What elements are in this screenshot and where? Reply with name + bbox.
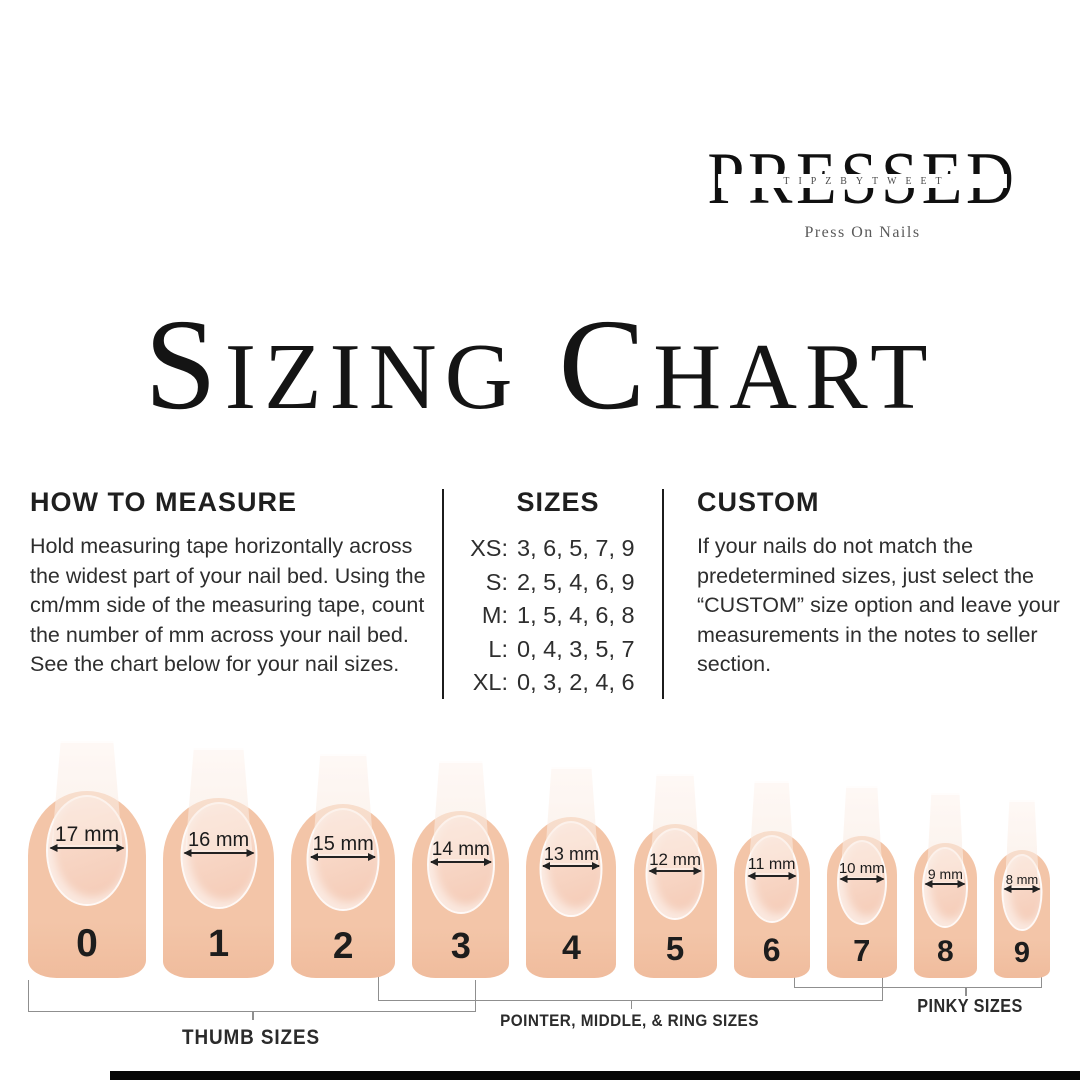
nail-illustration: 17 mm 0 (28, 741, 146, 978)
nail-illustration: 15 mm 2 (291, 754, 396, 978)
width-arrow-icon (648, 866, 702, 875)
nail-illustration: 14 mm 3 (412, 761, 510, 978)
nail-number: 1 (208, 923, 230, 965)
title-word2-lead: C (558, 293, 654, 437)
nail-width-measure: 8 mm (1003, 872, 1041, 893)
brand-tagline: Press On Nails (804, 224, 921, 241)
nail-mm-label: 17 mm (54, 823, 120, 846)
nail-illustration: 16 mm 1 (163, 748, 275, 978)
nail-width-measure: 13 mm (542, 844, 601, 870)
custom-heading: CUSTOM (697, 487, 820, 517)
brand-logo: PRESSED TIPZBYTWEET Press On Nails (690, 142, 1035, 242)
nail-tip (748, 781, 795, 875)
nail-tip (1004, 800, 1039, 888)
nail-number: 8 (937, 935, 954, 968)
nail-tip (312, 754, 375, 856)
sizes-table: XS: 3, 6, 5, 7, 9 S: 2, 5, 4, 6, 9 M: 1,… (452, 532, 664, 700)
sizes-heading: SIZES (516, 487, 600, 517)
nail-tip (544, 767, 599, 865)
sizes-row-m: M: 1, 5, 4, 6, 8 (481, 602, 635, 628)
width-arrow-icon (839, 874, 885, 883)
how-to-measure-section: HOW TO MEASURE Hold measuring tape horiz… (30, 487, 435, 680)
column-divider (662, 489, 664, 699)
width-arrow-icon (183, 848, 255, 857)
width-arrow-icon (310, 852, 377, 861)
nail-mm-label: 8 mm (1005, 872, 1039, 887)
nail-tip (840, 786, 883, 879)
nail-width-measure: 14 mm (429, 839, 492, 866)
nail-number: 9 (1013, 937, 1031, 969)
width-arrow-icon (924, 879, 966, 888)
nail-number: 7 (853, 933, 871, 968)
nail-width-measure: 16 mm (183, 829, 255, 857)
nail-number: 5 (665, 930, 685, 967)
nail-tip (185, 748, 253, 852)
custom-section: CUSTOM If your nails do not match the pr… (697, 487, 1069, 680)
nail-illustration: 12 mm 5 (633, 774, 717, 978)
nail-number: 0 (76, 922, 98, 965)
nail-width-measure: 9 mm (924, 866, 966, 888)
nail-illustration: 11 mm 6 (733, 781, 810, 978)
title-word1-lead: S (144, 293, 225, 437)
pointer-middle-ring-label: POINTER, MIDDLE, & RING SIZES (500, 1011, 759, 1030)
nail-mm-label: 16 mm (188, 829, 250, 851)
nail-size-row: 17 mm 0 16 mm 1 15 mm 2 14 mm 3 13 mm 4 12 mm 5 11 m… (28, 738, 1050, 978)
how-to-measure-heading: HOW TO MEASURE (30, 487, 298, 517)
page-title: SIZING CHART (0, 300, 1080, 431)
nail-tip (650, 774, 701, 870)
sizes-row-l: L: 0, 4, 3, 5, 7 (488, 635, 635, 662)
nail-illustration: 9 mm 8 (913, 793, 977, 978)
width-arrow-icon (1003, 884, 1041, 893)
how-to-measure-body: Hold measuring tape horizontally across … (30, 534, 426, 676)
nail-width-measure: 12 mm (648, 850, 702, 875)
nail-width-measure: 15 mm (310, 833, 377, 861)
nail-number: 6 (762, 932, 781, 968)
width-arrow-icon (429, 857, 492, 866)
nail-width-measure: 11 mm (747, 856, 797, 880)
sizes-row-xl: XL: 0, 3, 2, 4, 6 (472, 669, 635, 695)
nail-mm-label: 9 mm (927, 866, 963, 882)
nail-tip (51, 741, 123, 847)
title-word2-rest: HART (653, 325, 936, 429)
nail-mm-label: 15 mm (312, 833, 374, 855)
nail-mm-label: 10 mm (838, 860, 885, 877)
nail-mm-label: 11 mm (747, 856, 796, 873)
sizes-section: SIZES XS: 3, 6, 5, 7, 9 S: 2, 5, 4, 6, 9… (452, 487, 664, 700)
brand-wordmark: PRESSED TIPZBYTWEET (707, 138, 1018, 220)
width-arrow-icon (542, 861, 601, 870)
sizes-row-s: S: 2, 5, 4, 6, 9 (485, 568, 635, 595)
nail-illustration: 8 mm 9 (993, 800, 1050, 978)
nail-illustration: 13 mm 4 (526, 767, 617, 978)
nail-number: 3 (450, 925, 471, 966)
nail-width-measure: 17 mm (49, 823, 125, 852)
nail-tip (926, 793, 965, 884)
width-arrow-icon (49, 843, 125, 852)
width-arrow-icon (747, 871, 797, 880)
nail-number: 4 (561, 929, 581, 967)
thumb-sizes-label: THUMB SIZES (181, 1026, 321, 1049)
nail-mm-label: 13 mm (543, 844, 599, 864)
sizes-row-xs: XS: 3, 6, 5, 7, 9 (470, 535, 635, 561)
nail-illustration: 10 mm 7 (826, 786, 897, 978)
title-word1-rest: IZING (224, 325, 521, 429)
pointer-middle-ring-bracket (378, 968, 883, 1009)
brand-overlay-band: TIPZBYTWEET (718, 174, 1007, 188)
custom-body: If your nails do not match the predeterm… (697, 534, 1060, 676)
column-divider (442, 489, 444, 699)
nail-mm-label: 12 mm (649, 850, 702, 869)
thumb-sizes-bracket (28, 980, 476, 1020)
nail-tip (431, 761, 490, 861)
bottom-bar (110, 1071, 1080, 1080)
nail-number: 2 (332, 925, 354, 966)
nail-mm-label: 14 mm (431, 839, 490, 860)
nail-width-measure: 10 mm (838, 860, 885, 883)
pinky-sizes-label: PINKY SIZES (917, 996, 1023, 1016)
brand-overlay-text: TIPZBYTWEET (783, 175, 951, 187)
